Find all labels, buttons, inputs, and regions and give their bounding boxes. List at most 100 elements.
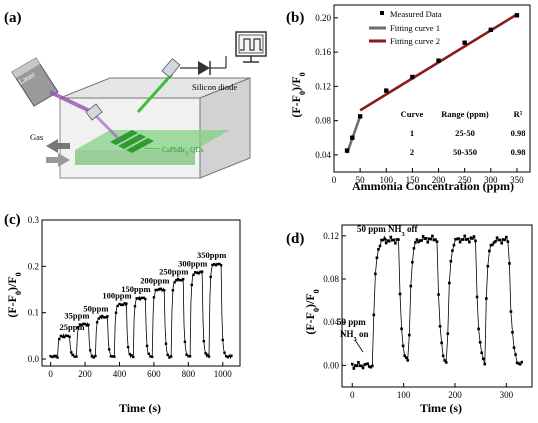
- c-frame: [41, 219, 241, 367]
- response-point: [354, 364, 357, 367]
- response-point: [104, 316, 107, 319]
- legend-fit1: Fitting curve 1: [390, 23, 440, 33]
- response-point: [52, 354, 56, 358]
- response-point: [125, 302, 128, 305]
- response-point: [514, 353, 517, 356]
- d-xtick-label: 0: [350, 390, 355, 400]
- response-point: [403, 354, 406, 358]
- response-point: [140, 296, 144, 300]
- measured-point: [488, 27, 493, 33]
- response-point: [180, 279, 183, 282]
- response-point: [429, 237, 433, 241]
- panel-c-ylabel: (F-F0)/F0: [5, 272, 23, 317]
- response-point: [49, 354, 52, 358]
- fit-line-1: [345, 115, 362, 154]
- response-point: [454, 238, 457, 241]
- table-row1-curve: 1: [410, 128, 414, 138]
- response-point: [461, 238, 465, 241]
- response-point: [386, 239, 390, 242]
- response-point: [95, 321, 99, 324]
- d-ytick-label: 0.08: [323, 274, 339, 284]
- response-point: [409, 284, 413, 288]
- response-point: [99, 315, 102, 318]
- panel-a-label: (a): [4, 10, 22, 26]
- response-point: [228, 354, 231, 357]
- b-xtick-label: 0: [332, 175, 337, 185]
- response-point: [107, 348, 111, 351]
- panel-c-plot: 0 200 400 600 800 1000 0.0 0.1 0.2 0.3 25ppm 35ppm5…: [28, 215, 241, 379]
- response-point: [216, 263, 219, 266]
- response-point: [392, 238, 396, 242]
- response-point: [145, 344, 149, 348]
- b-xtick-label: 200: [432, 175, 446, 185]
- response-point: [59, 334, 63, 338]
- response-point: [138, 297, 142, 301]
- response-point: [152, 296, 156, 299]
- response-point: [90, 355, 94, 358]
- laser-beam: [49, 90, 93, 114]
- response-point: [58, 337, 61, 341]
- response-point: [364, 362, 368, 366]
- response-point: [144, 297, 147, 301]
- c-xtick-label: 600: [147, 369, 161, 379]
- response-point: [192, 273, 195, 277]
- b-xtick-label: 300: [484, 175, 498, 185]
- measured-point: [410, 74, 415, 80]
- concentration-label: 35ppm: [64, 310, 89, 320]
- panel-c-xlabel: Time (s): [119, 401, 161, 415]
- c-xtick-label: 200: [78, 369, 92, 379]
- response-point: [380, 238, 383, 242]
- response-point: [360, 364, 363, 368]
- response-point: [361, 366, 365, 370]
- response-point: [404, 356, 408, 359]
- response-point: [173, 281, 176, 284]
- concentration-label: 200ppm: [140, 276, 169, 286]
- response-point: [70, 351, 73, 354]
- response-point: [495, 236, 499, 239]
- d-ytick-label: 0.12: [323, 231, 339, 241]
- gas-label: Gas: [30, 132, 43, 142]
- response-point: [472, 235, 476, 238]
- response-point: [202, 339, 206, 343]
- response-point: [123, 302, 126, 305]
- d-xtick-label: 300: [500, 390, 514, 400]
- concentration-label: 300ppm: [178, 258, 207, 268]
- response-point: [92, 356, 95, 359]
- response-point: [75, 355, 78, 358]
- response-point: [130, 354, 133, 357]
- response-point: [126, 345, 130, 349]
- d-xtick-label: 100: [397, 390, 411, 400]
- response-point: [484, 297, 488, 300]
- response-point: [518, 362, 522, 366]
- response-point: [407, 333, 411, 337]
- response-point: [469, 236, 473, 240]
- filter: [161, 58, 181, 78]
- response-point: [452, 243, 456, 247]
- measured-point: [462, 40, 467, 45]
- response-point: [128, 352, 132, 356]
- response-point: [194, 271, 197, 274]
- response-point: [506, 240, 510, 243]
- table-header-r2: R²: [514, 109, 523, 119]
- response-point: [71, 353, 75, 357]
- response-point: [415, 238, 419, 241]
- response-point: [421, 235, 425, 238]
- response-point: [66, 334, 70, 338]
- response-point: [197, 272, 200, 275]
- response-point: [97, 317, 101, 320]
- response-point: [378, 244, 382, 248]
- response-point: [175, 279, 178, 282]
- prism: [85, 103, 103, 121]
- response-point: [423, 237, 426, 241]
- response-point: [520, 360, 524, 364]
- response-point: [443, 359, 447, 362]
- response-point: [51, 355, 54, 359]
- response-point: [508, 262, 511, 265]
- response-point: [377, 248, 380, 251]
- response-point: [449, 259, 453, 263]
- response-point: [219, 264, 223, 267]
- table-header-curve: Curve: [401, 109, 424, 119]
- c-ytick-label: 0.3: [28, 215, 40, 225]
- response-point: [357, 361, 360, 364]
- response-point: [505, 235, 508, 239]
